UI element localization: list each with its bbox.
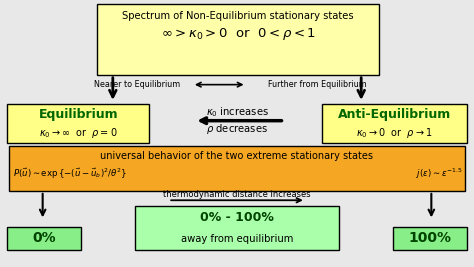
Text: Nearer to Equilibrium: Nearer to Equilibrium (94, 80, 181, 89)
Text: $\rho$ decreases: $\rho$ decreases (206, 122, 268, 136)
Text: Anti-Equilibrium: Anti-Equilibrium (338, 108, 451, 121)
Text: $\kappa_0 \rightarrow 0$  or  $\rho \rightarrow 1$: $\kappa_0 \rightarrow 0$ or $\rho \right… (356, 127, 433, 140)
Text: $\infty > \kappa_0 > 0$  or  $0 < \rho < 1$: $\infty > \kappa_0 > 0$ or $0 < \rho < 1… (161, 26, 316, 42)
Text: $\kappa_0$ increases: $\kappa_0$ increases (206, 105, 268, 119)
Text: 0% - 100%: 0% - 100% (200, 211, 274, 224)
Text: $j(\varepsilon) \sim \varepsilon^{-1.5}$: $j(\varepsilon) \sim \varepsilon^{-1.5}$ (416, 166, 462, 181)
Bar (7, 227, 81, 250)
Text: Further from Equilibrium: Further from Equilibrium (268, 80, 367, 89)
Text: Equilibrium: Equilibrium (38, 108, 118, 121)
Bar (322, 104, 467, 143)
Bar (135, 206, 339, 250)
Text: 0%: 0% (32, 231, 55, 245)
Bar (393, 227, 467, 250)
Text: thermodynamic distance increases: thermodynamic distance increases (163, 190, 311, 199)
Text: Spectrum of Non-Equilibrium stationary states: Spectrum of Non-Equilibrium stationary s… (122, 11, 354, 21)
Text: away from equilibrium: away from equilibrium (181, 234, 293, 244)
Text: universal behavior of the two extreme stationary states: universal behavior of the two extreme st… (100, 151, 374, 161)
Text: 100%: 100% (409, 231, 452, 245)
Bar (97, 4, 379, 75)
Text: $\kappa_0 \rightarrow \infty$  or  $\rho = 0$: $\kappa_0 \rightarrow \infty$ or $\rho =… (39, 127, 118, 140)
Text: $P(\vec{u}) \sim \exp\{-(\vec{u}-\vec{u}_b)^2/\theta^2\}$: $P(\vec{u}) \sim \exp\{-(\vec{u}-\vec{u}… (13, 166, 128, 181)
Bar (9, 146, 465, 191)
Bar (7, 104, 149, 143)
